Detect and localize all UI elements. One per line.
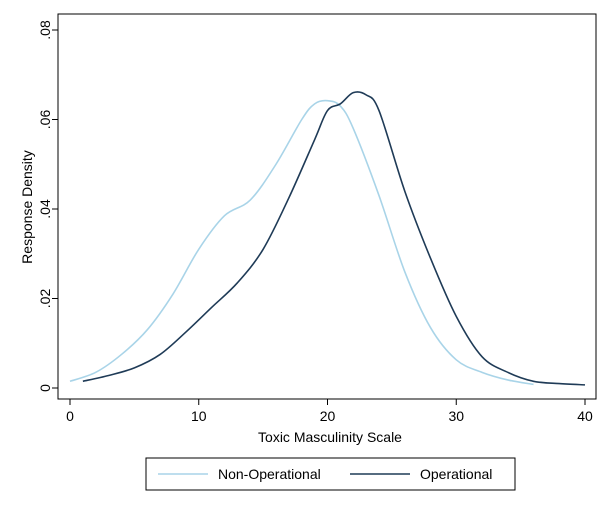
y-tick-label: .04 xyxy=(37,199,53,219)
y-tick-label: .08 xyxy=(37,20,53,40)
series-line-operational xyxy=(82,91,586,386)
y-tick-label: .02 xyxy=(37,289,53,309)
x-tick-label: 20 xyxy=(320,408,336,424)
x-axis-title: Toxic Masculinity Scale xyxy=(258,429,402,445)
legend-label-operational: Operational xyxy=(420,466,492,482)
x-tick-label: 10 xyxy=(191,408,207,424)
x-tick-label: 0 xyxy=(66,408,74,424)
x-tick-label: 40 xyxy=(577,408,593,424)
series-layer xyxy=(69,91,586,386)
legend-label-non-operational: Non-Operational xyxy=(218,466,321,482)
y-tick-label: 0 xyxy=(37,384,53,392)
plot-area xyxy=(57,13,597,400)
x-axis: 0 10 20 30 40 xyxy=(66,399,593,424)
series-line-non-operational xyxy=(69,99,534,386)
legend: Non-Operational Operational xyxy=(145,457,516,491)
y-tick-label: .06 xyxy=(37,110,53,130)
y-axis: 0 .02 .04 .06 .08 xyxy=(37,20,58,392)
x-tick-label: 30 xyxy=(448,408,464,424)
y-axis-title: Response Density xyxy=(19,150,35,264)
